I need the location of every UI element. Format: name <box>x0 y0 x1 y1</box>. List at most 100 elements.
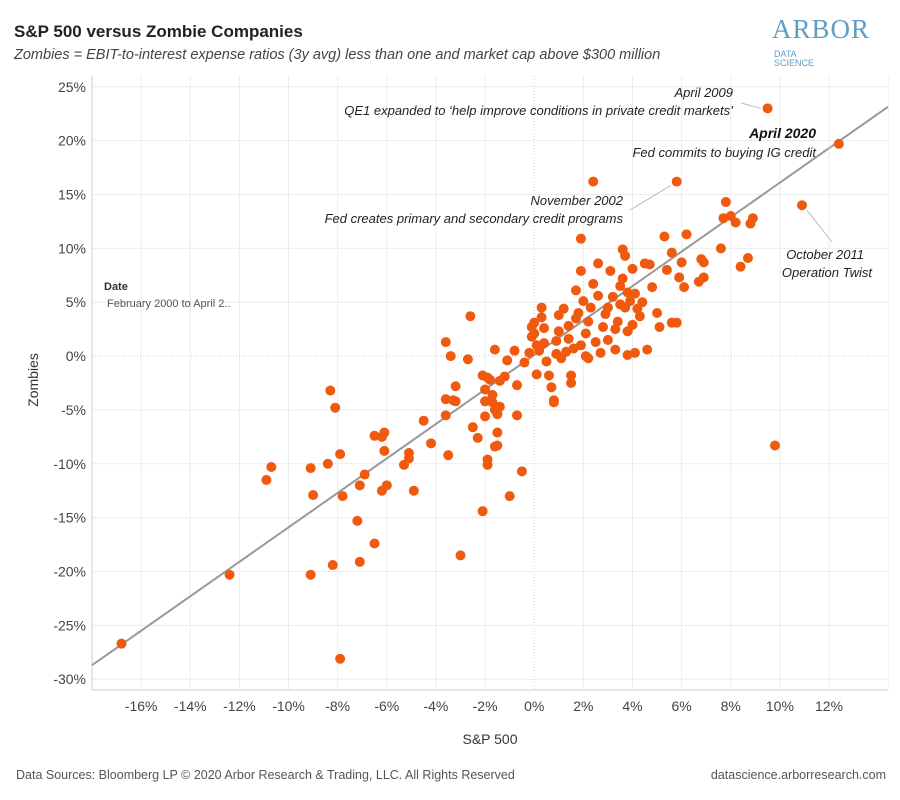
data-point <box>443 450 454 461</box>
data-point <box>566 370 577 381</box>
data-point <box>593 258 604 269</box>
data-point <box>548 395 559 406</box>
data-point <box>666 247 677 258</box>
data-point <box>578 296 589 307</box>
x-tick-label: 0% <box>524 698 544 714</box>
data-point <box>698 257 709 268</box>
data-point <box>575 233 586 244</box>
data-point <box>379 427 390 438</box>
data-point <box>529 317 540 328</box>
x-tick-label: 4% <box>622 698 642 714</box>
data-point <box>462 354 473 365</box>
data-point <box>465 311 476 322</box>
date-filter-label: Date <box>104 281 128 293</box>
data-point <box>482 459 493 470</box>
data-point <box>494 401 505 412</box>
data-point <box>354 556 365 567</box>
data-point <box>679 282 690 293</box>
y-tick-label: -20% <box>53 564 86 580</box>
data-point <box>602 302 613 313</box>
data-point <box>467 422 478 433</box>
data-point <box>531 369 542 380</box>
data-point <box>534 345 545 356</box>
data-point <box>620 250 631 261</box>
x-tick-label: -16% <box>125 698 158 714</box>
data-point <box>359 469 370 480</box>
data-point <box>485 374 495 385</box>
chart-title: S&P 500 versus Zombie Companies <box>14 22 303 41</box>
data-point <box>524 347 535 358</box>
data-point <box>536 302 547 313</box>
data-point <box>593 290 604 301</box>
data-point <box>480 384 491 395</box>
data-point <box>747 213 758 224</box>
y-tick-label: -5% <box>61 402 86 418</box>
data-point <box>575 265 586 276</box>
logo-wordmark: ARBOR <box>772 14 871 44</box>
data-point <box>622 287 633 298</box>
x-tick-label: -12% <box>223 698 256 714</box>
arbor-logo: ARBOR DATA SCIENCE <box>772 14 900 68</box>
y-tick-label: -15% <box>53 510 86 526</box>
data-point <box>305 569 316 580</box>
data-point <box>612 316 623 327</box>
data-point <box>440 337 451 348</box>
trendline <box>91 105 889 667</box>
data-point <box>509 345 520 356</box>
data-point <box>539 323 550 334</box>
leader-nov-2002 <box>629 185 671 211</box>
data-point <box>674 272 685 283</box>
data-point <box>536 312 547 323</box>
x-tick-label: -14% <box>174 698 207 714</box>
data-point <box>558 303 569 314</box>
data-point <box>477 506 488 517</box>
x-tick-label: 2% <box>573 698 593 714</box>
data-point <box>543 370 554 381</box>
data-point <box>516 466 527 477</box>
data-point <box>352 515 363 526</box>
data-point <box>499 371 510 382</box>
data-point <box>598 321 609 332</box>
data-point <box>797 200 808 211</box>
data-point <box>440 410 451 421</box>
data-point <box>553 326 564 337</box>
data-point <box>644 259 655 270</box>
data-point <box>585 302 596 313</box>
logo-tagline: DATA SCIENCE <box>774 49 815 68</box>
data-point <box>354 480 365 491</box>
x-tick-label: -6% <box>374 698 399 714</box>
data-point <box>762 103 773 114</box>
data-point <box>369 430 380 441</box>
data-point <box>551 335 562 346</box>
data-point <box>502 355 513 366</box>
annotation-nov-2002-text: Fed creates primary and secondary credit… <box>325 211 624 226</box>
annotation-oct-2011-date: October 2011 <box>786 247 864 262</box>
data-point <box>647 282 658 293</box>
data-point <box>489 344 500 355</box>
data-point <box>637 297 648 308</box>
footer-url[interactable]: datascience.arborresearch.com <box>710 768 886 782</box>
y-tick-label: 25% <box>58 79 86 95</box>
data-point <box>735 261 746 272</box>
chart-subtitle: Zombies = EBIT-to-interest expense ratio… <box>14 47 661 63</box>
data-point <box>627 319 638 330</box>
data-point <box>629 288 640 299</box>
y-tick-label: 5% <box>66 294 86 310</box>
x-tick-label: 10% <box>766 698 794 714</box>
trend-line <box>91 105 889 667</box>
data-point <box>590 337 601 348</box>
x-tick-label: -10% <box>272 698 305 714</box>
data-point <box>595 347 606 358</box>
x-axis-title: S&P 500 <box>462 731 517 747</box>
data-point <box>487 397 498 408</box>
data-point <box>261 474 272 485</box>
footer-sources: Data Sources: Bloomberg LP © 2020 Arbor … <box>16 768 515 782</box>
data-point <box>681 229 692 240</box>
y-axis-title: Zombies <box>25 353 41 407</box>
annotation-april-2020-text: Fed commits to buying IG credit <box>632 145 817 160</box>
annotation-leaders <box>629 102 833 243</box>
data-point <box>610 344 621 355</box>
data-point <box>440 394 451 405</box>
data-point <box>566 378 577 388</box>
